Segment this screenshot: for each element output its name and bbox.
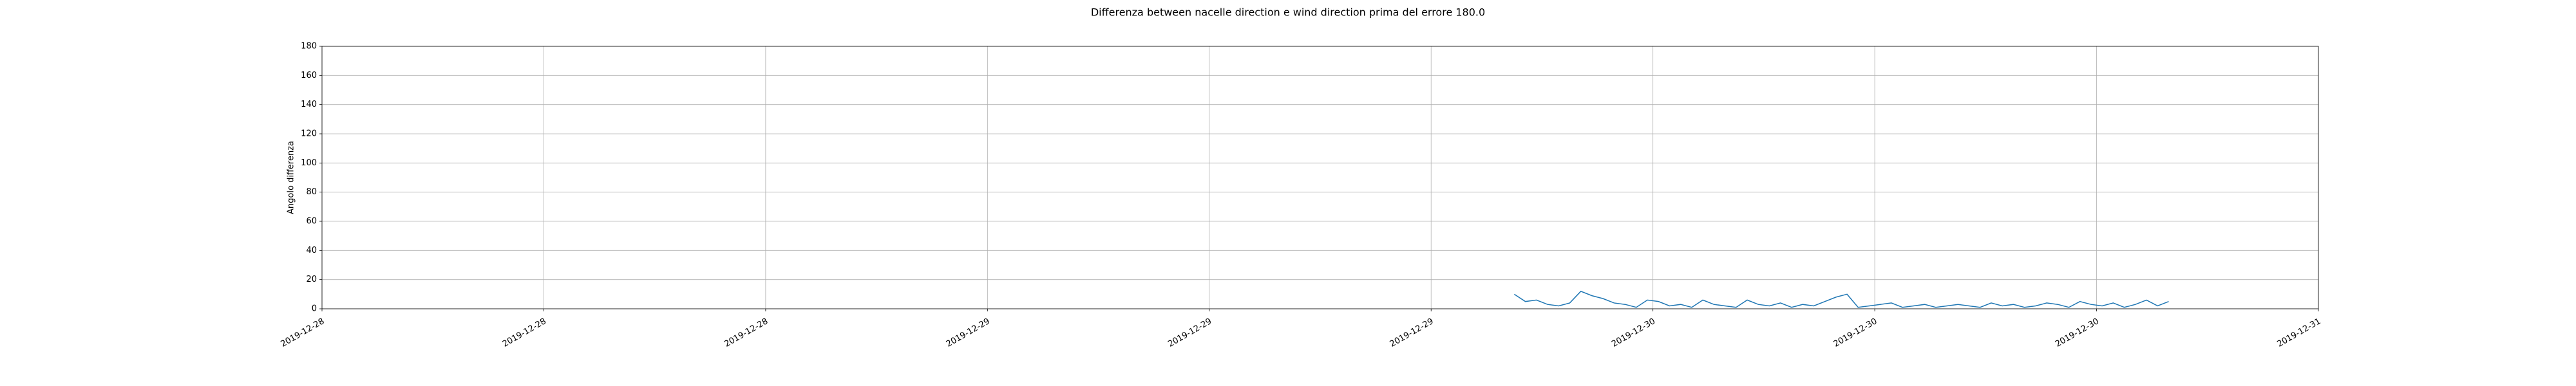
- y-tick-label: 60: [306, 217, 317, 226]
- y-tick-label: 80: [306, 187, 317, 197]
- y-tick-label: 20: [306, 275, 317, 284]
- plot-frame: [321, 46, 2319, 309]
- y-tick-label: 0: [312, 304, 317, 314]
- data-line: [1513, 290, 2169, 308]
- y-tick-label: 140: [301, 100, 317, 109]
- y-tick-label: 40: [306, 246, 317, 255]
- y-tick-label: 180: [301, 42, 317, 51]
- y-tick-label: 100: [301, 158, 317, 168]
- chart-title: Differenza between nacelle direction e w…: [1091, 6, 1485, 19]
- y-tick-label: 160: [301, 71, 317, 80]
- y-axis-label: Angolo differenza: [287, 141, 296, 214]
- y-tick-label: 120: [301, 129, 317, 139]
